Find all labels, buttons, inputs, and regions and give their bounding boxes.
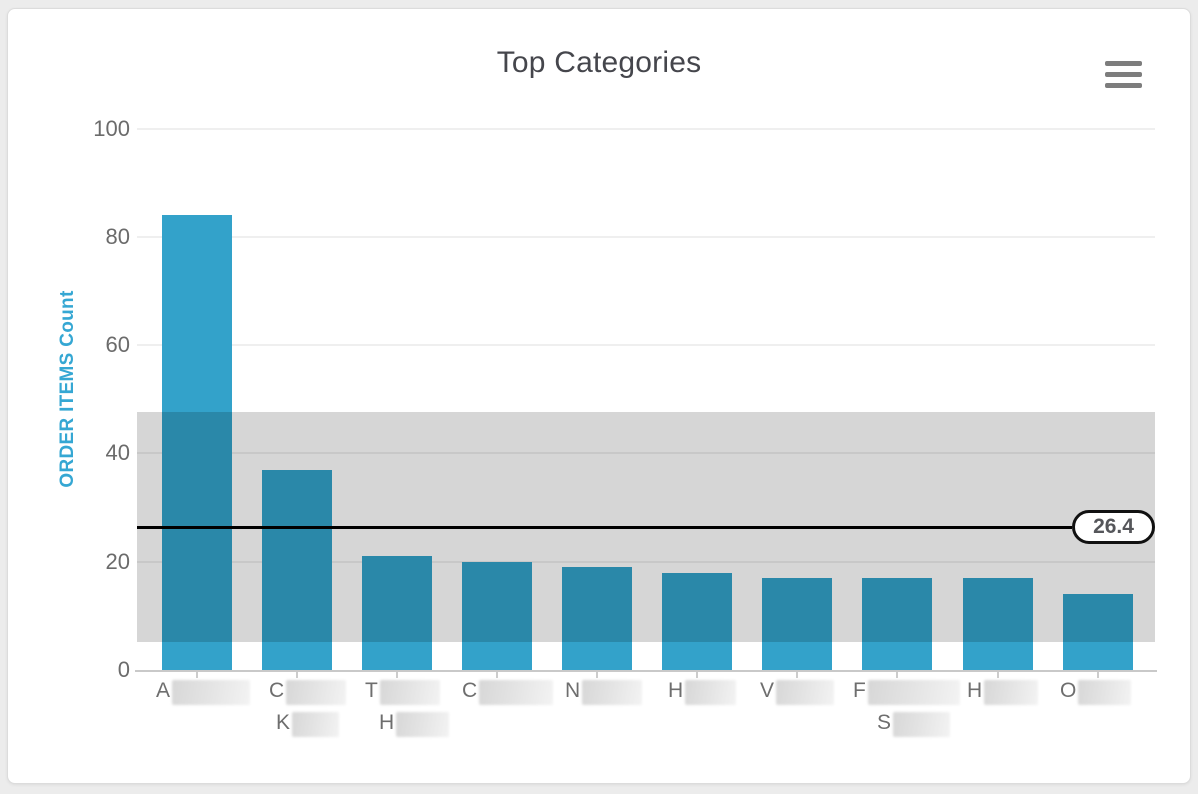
x-label-letter: S [877, 711, 892, 734]
bar[interactable] [862, 577, 933, 670]
x-category-label: V [760, 678, 835, 705]
chart-title: Top Categories [496, 46, 702, 79]
x-label-letter: C [462, 679, 478, 702]
x-axis-line [135, 670, 1157, 672]
gridline [137, 452, 1155, 455]
bar[interactable] [562, 567, 633, 670]
x-label-redaction [172, 680, 251, 705]
x-category-label: T [365, 678, 440, 705]
x-label-letter: N [565, 679, 581, 702]
x-category-label: C [462, 678, 554, 705]
x-label-redaction [1078, 680, 1132, 705]
x-tick [596, 672, 599, 678]
x-label-redaction [396, 712, 450, 737]
y-tick-label: 0 [117, 657, 130, 682]
y-tick-label: 80 [105, 223, 130, 249]
x-category-label: K [276, 710, 340, 737]
average-value-label: 26.4 [1093, 515, 1134, 539]
bar[interactable] [161, 215, 232, 670]
bar[interactable] [1062, 594, 1133, 670]
gridline [137, 127, 1155, 130]
x-label-letter: H [379, 711, 395, 734]
x-tick [696, 672, 699, 678]
bar[interactable] [762, 577, 833, 670]
x-tick [896, 672, 899, 678]
x-tick [796, 672, 799, 678]
x-category-label: S [877, 710, 951, 737]
bar[interactable] [462, 561, 532, 670]
x-category-label: H [379, 710, 450, 737]
x-tick [195, 672, 198, 678]
x-category-label: C [269, 678, 347, 705]
y-tick-label: 20 [105, 548, 130, 574]
y-tick-label: 60 [105, 332, 130, 358]
x-label-redaction [292, 712, 340, 737]
x-label-redaction [776, 680, 835, 705]
x-label-redaction [582, 680, 643, 705]
x-tick [1096, 672, 1099, 678]
x-label-redaction [379, 680, 440, 705]
x-tick [996, 672, 999, 678]
x-label-letter: V [760, 679, 775, 702]
x-label-redaction [893, 712, 951, 737]
x-tick [395, 672, 398, 678]
x-category-label: H [967, 678, 1039, 705]
x-label-letter: C [269, 679, 285, 702]
average-line [137, 526, 1072, 529]
average-value-pill: 26.4 [1072, 510, 1155, 545]
gridline [137, 560, 1155, 563]
x-category-label: F [853, 678, 960, 705]
x-tick [295, 672, 298, 678]
x-label-letter: A [156, 679, 171, 702]
x-label-letter: H [967, 679, 983, 702]
bar[interactable] [662, 572, 733, 670]
x-tick [496, 672, 498, 678]
gridline [137, 235, 1155, 238]
x-label-redaction [479, 680, 554, 705]
x-category-label: N [565, 678, 643, 705]
bar[interactable] [261, 469, 332, 670]
x-category-label: O [1060, 678, 1132, 705]
bar[interactable] [962, 577, 1033, 670]
hamburger-icon [1105, 72, 1142, 77]
gridline [137, 344, 1155, 347]
x-label-redaction [685, 680, 737, 705]
x-label-letter: O [1060, 679, 1077, 702]
hamburger-icon [1105, 61, 1142, 66]
x-label-letter: H [668, 679, 684, 702]
x-category-label: H [668, 678, 737, 705]
x-label-redaction [867, 680, 960, 705]
x-label-letter: T [365, 679, 378, 702]
x-category-label: A [156, 678, 251, 705]
x-label-letter: K [276, 711, 291, 734]
bar[interactable] [361, 556, 432, 670]
x-label-redaction [286, 680, 347, 705]
y-tick-label: 100 [93, 115, 130, 141]
hamburger-icon [1105, 83, 1142, 88]
menu-button[interactable] [1100, 55, 1148, 95]
x-label-redaction [984, 680, 1039, 705]
y-tick-label: 40 [105, 440, 130, 466]
x-label-letter: F [853, 679, 866, 702]
